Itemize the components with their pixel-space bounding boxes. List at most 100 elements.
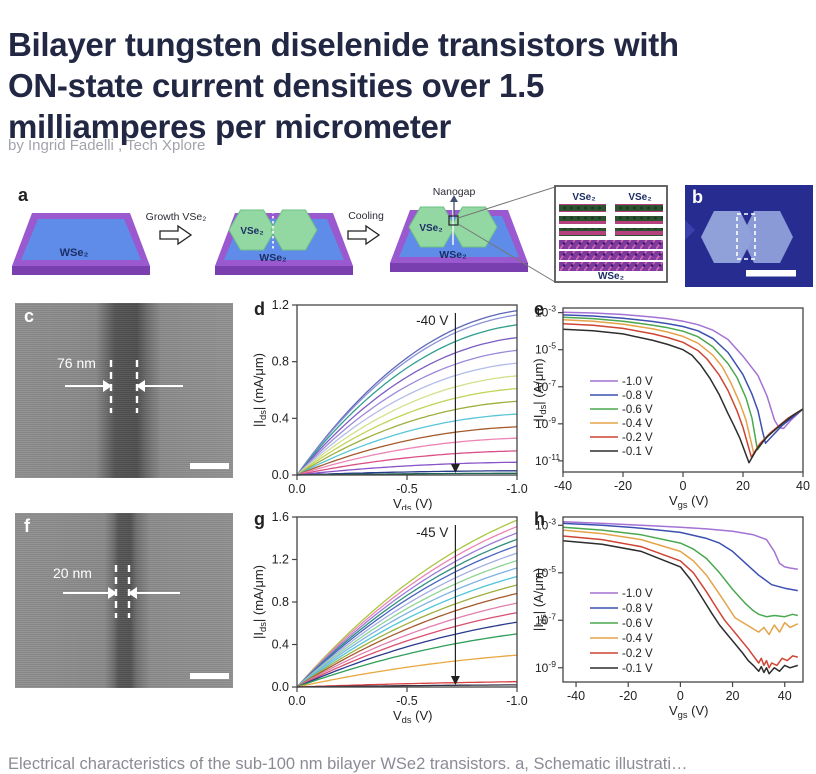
svg-text:1.6: 1.6 [272,510,289,524]
step2-arrow-icon [347,224,381,246]
chart-g-output-curves: g 0.0 -0.5 -1.0 0.0 0.4 0.8 1.2 1.6 Vds​ (V) |Ids​… [251,509,528,725]
panel-a-schematic: a WSe₂ Growth VSe₂ VSe₂ WSe₂ Cooling VSe [12,185,668,283]
svg-text:10-7​: 10-7​ [535,611,556,627]
svg-text:0: 0 [680,479,687,493]
svg-text:-0.4 V: -0.4 V [622,633,653,645]
title-line-3: milliamperes per micrometer [8,108,452,146]
svg-text:-0.2 V: -0.2 V [622,648,653,660]
svg-text:|Ids​| (A/μm): |Ids​| (A/μm) [531,568,548,631]
svg-text:10-9​: 10-9​ [535,415,556,431]
substrate-3-vse-label: VSe₂ [419,223,442,234]
panel-b-micrograph: b [685,185,813,287]
inset-vse-layers [559,204,663,236]
step1-arrow-icon [159,224,193,246]
svg-text:g: g [254,509,265,529]
channel-dashed-box [736,213,756,260]
svg-text:10-5​: 10-5​ [535,341,556,357]
panel-f-label: f [24,516,30,536]
chart-d-output-curves: d 0.0 -0.5 -1.0 0.0 0.4 0.8 1.2 Vds​ (V) |Ids​| (… [251,298,528,510]
svg-text:0.8: 0.8 [272,595,289,609]
panel-b-graphic [685,211,796,277]
svg-text:|Ids​| (mA/μm): |Ids​| (mA/μm) [251,353,268,427]
step1-label: Growth VSe₂ [146,211,207,223]
atomic-inset: VSe₂ VSe₂ WSe₂ [554,185,668,283]
svg-text:-1.0 V: -1.0 V [622,588,653,600]
panel-c-label: c [24,306,35,326]
svg-text:-0.6 V: -0.6 V [622,618,653,630]
svg-text:-0.1 V: -0.1 V [622,446,653,458]
inset-wse-label: WSe₂ [598,271,624,282]
scale-bar [746,270,796,277]
svg-text:0.8: 0.8 [272,355,289,369]
svg-text:10-5​: 10-5​ [535,564,556,580]
figure-image[interactable]: a WSe₂ Growth VSe₂ VSe₂ WSe₂ Cooling VSe [0,180,816,732]
inset-vse-right-label: VSe₂ [628,192,651,203]
svg-text:10-11​: 10-11​ [535,452,560,468]
svg-text:1.2: 1.2 [272,553,289,567]
figure-caption: Electrical characteristics of the sub-10… [8,754,688,773]
svg-text:h: h [534,509,545,529]
inset-connector-bottom [457,223,556,283]
substrate-2-wse-label: WSe₂ [259,252,287,264]
svg-text:Vds​ (V): Vds​ (V) [393,708,433,725]
svg-text:-45 V: -45 V [416,525,448,540]
svg-text:Vds​ (V): Vds​ (V) [393,496,433,510]
svg-text:0.0: 0.0 [272,680,289,694]
substrate-1: WSe₂ [12,213,150,275]
nanogap-zoom-box [448,215,459,226]
svg-text:10-3​: 10-3​ [535,516,556,532]
substrate-3: VSe₂ WSe₂ Nanogap [390,186,528,272]
svg-text:-0.8 V: -0.8 V [622,390,653,402]
inset-connector-top [457,186,556,219]
svg-text:0.4: 0.4 [272,638,289,652]
nanogap-arrowhead-icon [450,195,458,202]
article-title: Bilayer tungsten diselenide transistors … [8,24,810,147]
substrate-2: VSe₂ WSe₂ [215,209,353,275]
svg-text:10-7​: 10-7​ [535,378,556,394]
svg-text:10-9​: 10-9​ [535,659,556,675]
svg-text:e: e [534,299,544,319]
svg-text:-40 V: -40 V [416,313,448,328]
svg-text:-1.0 V: -1.0 V [622,376,653,388]
svg-text:10-3​: 10-3​ [535,304,556,320]
substrate-1-label: WSe₂ [60,247,89,259]
svg-text:0.0: 0.0 [288,694,305,708]
panel-a-label: a [18,185,29,205]
svg-text:-0.5: -0.5 [396,694,418,708]
flake-left [701,211,753,263]
flake-right [741,211,793,263]
article-byline: by Ingrid Fadelli , Tech Xplore [8,137,206,154]
svg-text:|Ids​| (mA/μm): |Ids​| (mA/μm) [251,565,268,639]
panel-c-measure: 76 nm [57,355,96,371]
panel-c-sem: c 76 nm [15,303,233,478]
nanogap-label: Nanogap [433,186,476,198]
inset-vse-left-label: VSe₂ [572,192,595,203]
panel-f-measure: 20 nm [53,565,92,581]
svg-text:-0.8 V: -0.8 V [622,603,653,615]
panel-c-annotations [65,360,229,469]
panel-b-label: b [692,187,703,207]
svg-text:-0.4 V: -0.4 V [622,418,653,430]
substrate-2-vse-label: VSe₂ [240,226,263,237]
step2-label: Cooling [348,210,384,222]
svg-text:Vgs​ (V): Vgs​ (V) [669,703,709,720]
svg-text:-0.6 V: -0.6 V [622,404,653,416]
chart-h-transfer-curves: h -40 -20 0 20 40 10-3​ 10-5​ 10-7​ 10-9​ Vgs​ (V)… [531,509,804,720]
svg-text:0.0: 0.0 [288,482,305,496]
svg-text:40: 40 [778,689,792,703]
svg-text:-0.2 V: -0.2 V [622,432,653,444]
svg-text:-0.5: -0.5 [396,482,418,496]
svg-text:Vgs​ (V): Vgs​ (V) [669,493,709,510]
svg-text:|Ids​| (A/μm): |Ids​| (A/μm) [531,358,548,421]
svg-text:20: 20 [726,689,740,703]
panel-f-sem: f 20 nm [15,513,233,688]
svg-text:1.2: 1.2 [272,298,289,312]
title-line-2: ON-state current densities over 1.5 [8,67,545,105]
svg-text:-1.0: -1.0 [506,694,528,708]
svg-text:0: 0 [677,689,684,703]
svg-text:40: 40 [796,479,810,493]
substrate-3-wse-label: WSe₂ [439,249,467,261]
title-line-1: Bilayer tungsten diselenide transistors … [8,26,679,64]
svg-text:-40: -40 [567,689,585,703]
